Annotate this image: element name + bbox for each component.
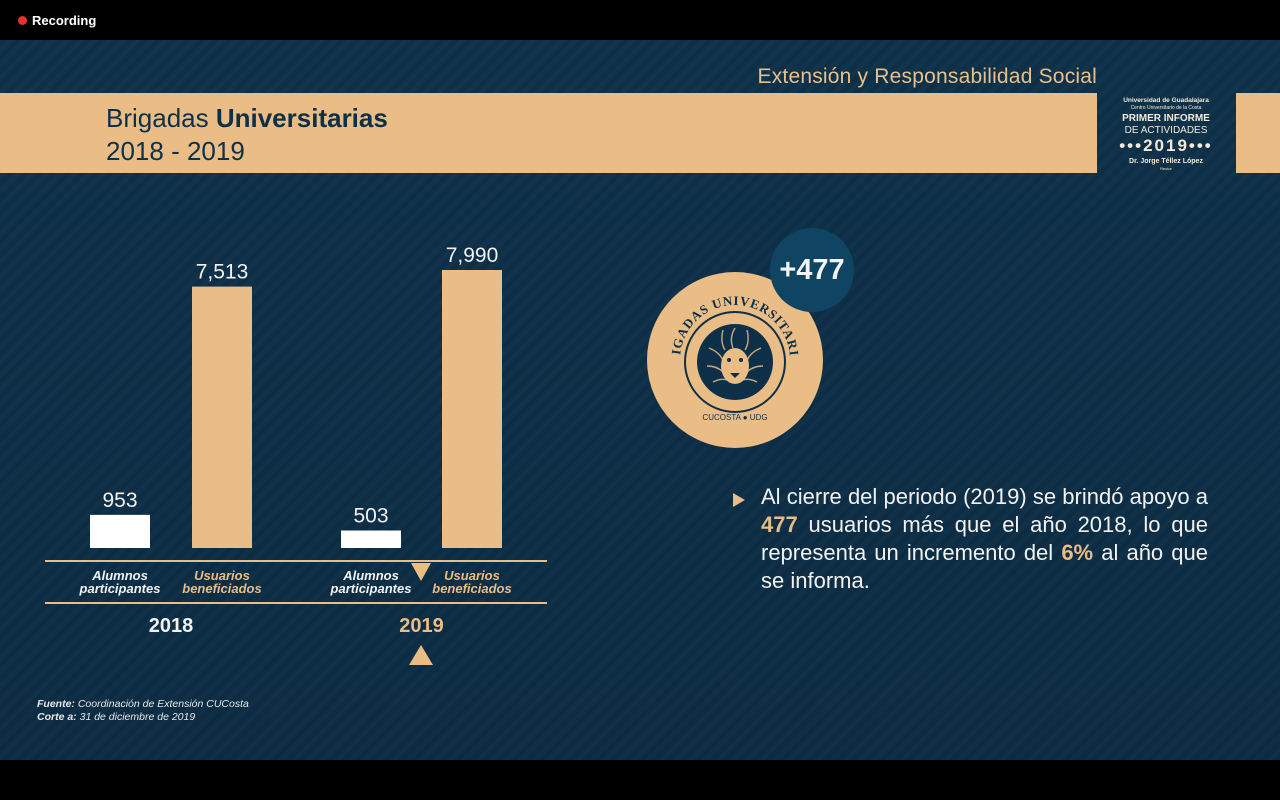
title-band	[0, 93, 1097, 173]
seal-ring	[684, 311, 786, 413]
recording-bar: Recording	[0, 0, 1280, 40]
category-label: participantes	[330, 581, 412, 596]
category-label: beneficiados	[182, 581, 261, 596]
bar-2018-usuarios	[192, 286, 252, 548]
delta-badge: +477	[770, 228, 854, 312]
institution-logo: Universidad de Guadalajara Centro Univer…	[1100, 93, 1232, 173]
source-note: Fuente: Coordinación de Extensión CUCost…	[37, 698, 249, 724]
summary-percent: 6%	[1061, 540, 1094, 565]
summary-part2: usuarios más que el año 2018, lo que rep…	[761, 512, 1208, 565]
bar-value-label: 7,990	[446, 244, 499, 267]
year-label: 2018	[149, 615, 194, 637]
category-label: Alumnos	[342, 568, 399, 583]
category-label: participantes	[79, 581, 161, 596]
bar-value-label: 953	[102, 489, 137, 512]
title-regular: Brigadas	[106, 103, 216, 133]
logo-activities: DE ACTIVIDADES	[1124, 125, 1208, 136]
bar-2019-alumnos	[341, 530, 401, 548]
bar-value-label: 503	[353, 504, 388, 527]
lion-icon	[697, 324, 773, 400]
category-label: Usuarios	[444, 568, 500, 583]
logo-report: PRIMER INFORME	[1122, 113, 1210, 124]
page-period: 2018 - 2019	[106, 136, 245, 166]
title-band-right	[1236, 93, 1280, 173]
slide: Extensión y Responsabilidad Social Briga…	[0, 40, 1280, 760]
up-triangle-icon	[409, 645, 433, 665]
down-triangle-icon	[411, 563, 431, 581]
logo-year: •••2019•••	[1119, 136, 1213, 155]
cutoff-text: 31 de diciembre de 2019	[76, 711, 196, 723]
logo-university: Universidad de Guadalajara	[1123, 97, 1209, 104]
seal-bottom-text: CUCOSTA ● UDG	[702, 413, 767, 422]
bar-chart: 953Alumnosparticipantes7,513Usuariosbene…	[45, 244, 547, 665]
category-label: Alumnos	[91, 568, 148, 583]
bar-value-label: 7,513	[196, 261, 249, 284]
summary-text: Al cierre del periodo (2019) se brindó a…	[761, 483, 1208, 595]
bottom-bar	[0, 760, 1280, 800]
bullet-arrow-icon	[733, 493, 745, 507]
recording-dot-icon	[18, 16, 27, 25]
summary-part1: Al cierre del periodo (2019) se brindó a…	[761, 484, 1208, 509]
summary-part3: al año que se informa.	[761, 540, 1208, 593]
bar-2019-usuarios	[442, 270, 502, 548]
summary-number: 477	[761, 512, 798, 537]
category-label: Usuarios	[194, 568, 250, 583]
brigadas-seal: BRIGADAS UNIVERSITARIAS CUCOSTA ● UDG	[645, 270, 823, 448]
source-text: Coordinación de Extensión CUCosta	[74, 698, 249, 710]
cutoff-label: Corte a:	[37, 711, 77, 723]
source-line: Fuente: Coordinación de Extensión CUCost…	[37, 698, 249, 711]
year-label: 2019	[399, 615, 444, 637]
title-bold: Universitarias	[215, 103, 388, 133]
recording-label: Recording	[32, 13, 97, 28]
category-label: beneficiados	[432, 581, 511, 596]
page-title: Brigadas Universitarias	[106, 103, 388, 134]
logo-rector-title: Rector	[1160, 166, 1172, 171]
logo-rector-name: Dr. Jorge Téllez López	[1129, 158, 1203, 165]
section-title: Extensión y Responsabilidad Social	[757, 65, 1097, 88]
source-label: Fuente:	[37, 698, 75, 710]
cutoff-line: Corte a: 31 de diciembre de 2019	[37, 711, 249, 724]
logo-center: Centro Universitario de la Costa	[1130, 105, 1202, 111]
bar-2018-alumnos	[90, 514, 150, 548]
